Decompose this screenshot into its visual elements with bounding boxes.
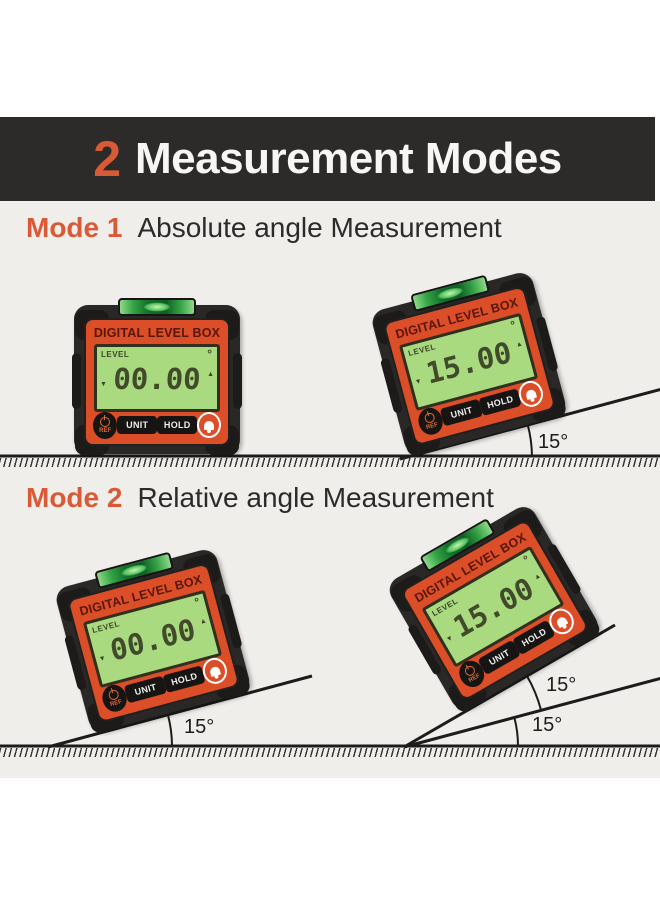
lcd-display: LEVEL ° ▼ ▲ 00.00: [94, 344, 220, 412]
side-grip: [233, 353, 242, 409]
bell-icon: [555, 614, 569, 628]
bell-icon: [204, 420, 215, 433]
mode2-right-incline15-line: [403, 676, 660, 749]
mode2-label: Mode 2: [26, 482, 123, 513]
degree-symbol: °: [207, 347, 212, 361]
angle-readout: 00.00: [112, 362, 202, 396]
lcd-level-tag: LEVEL: [101, 350, 130, 359]
unit-button: UNIT: [117, 416, 158, 434]
mode2-right-lower-angle-label: 15°: [532, 714, 562, 736]
mode2-left-angle-arc: [166, 714, 173, 747]
degree-symbol: °: [508, 317, 518, 333]
buzzer-button: [200, 655, 230, 687]
unit-button: UNIT: [439, 398, 484, 427]
degree-symbol: °: [192, 594, 202, 610]
mode2-left-incline-line: [47, 674, 313, 749]
bell-icon: [209, 665, 222, 677]
mode2-ground-hatching: [0, 748, 660, 757]
mode2-right-lower-angle-arc: [513, 716, 520, 747]
title-banner: 2 Measurement Modes: [0, 117, 655, 201]
mode1-angle-arc: [526, 423, 533, 458]
bubble: [144, 302, 170, 312]
bell-icon: [525, 388, 538, 400]
hold-button: HOLD: [162, 665, 206, 693]
banner-title: Measurement Modes: [135, 134, 562, 183]
mode1-title: Absolute angle Measurement: [137, 212, 502, 243]
degree-symbol: °: [520, 552, 533, 567]
mode1-heading: Mode 1 Absolute angle Measurement: [26, 212, 502, 244]
button-row: REF UNIT HOLD: [93, 411, 221, 439]
buzzer-button: [197, 412, 221, 438]
bubble: [436, 285, 464, 302]
mode1-label: Mode 1: [26, 212, 123, 243]
bubble: [120, 562, 148, 579]
bubble-level-icon: [118, 298, 196, 316]
ref-power-button: REF: [93, 411, 118, 439]
banner-number: 2: [93, 131, 122, 187]
device-face: DIGITAL LEVEL BOX LEVEL ° ▼ ▲ 00.00 REF …: [84, 318, 230, 446]
buzzer-button: [516, 378, 546, 410]
mode2-right-upper-angle-label: 15°: [546, 674, 576, 696]
mode1-ground-hatching: [0, 458, 660, 467]
unit-button: UNIT: [123, 675, 168, 704]
hold-button: HOLD: [157, 416, 198, 434]
hold-button: HOLD: [478, 388, 522, 416]
mode2-heading: Mode 2 Relative angle Measurement: [26, 482, 494, 514]
ref-label: REF: [99, 427, 112, 434]
power-icon: [100, 414, 111, 427]
side-grip: [72, 353, 81, 409]
down-arrow-icon: ▼: [100, 381, 107, 388]
up-arrow-icon: ▲: [207, 371, 214, 378]
mode1-angle-label: 15°: [538, 431, 568, 453]
brand-label: DIGITAL LEVEL BOX: [93, 326, 221, 340]
mode2-left-angle-label: 15°: [184, 716, 214, 738]
level-box-mode1-flat: DIGITAL LEVEL BOX LEVEL ° ▼ ▲ 00.00 REF …: [72, 298, 242, 455]
mode2-title: Relative angle Measurement: [137, 482, 494, 513]
mode2-right-upper-angle-arc: [526, 675, 542, 711]
mode1-incline-line: [399, 387, 660, 461]
